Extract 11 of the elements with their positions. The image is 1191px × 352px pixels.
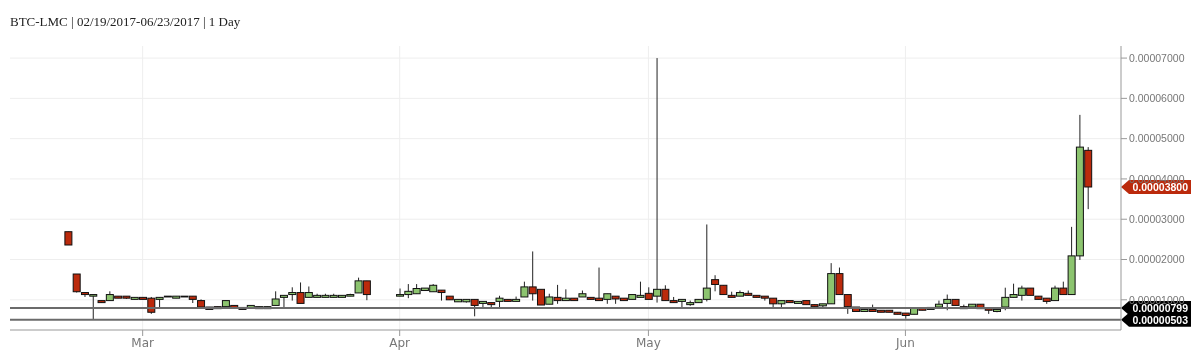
chart-title: BTC-LMC | 02/19/2017-06/23/2017 | 1 Day	[10, 14, 241, 30]
ref-line-label: 0.00000503	[1132, 313, 1189, 326]
y-tick-label: 0.00006000	[1129, 92, 1185, 105]
x-tick-label: May	[636, 335, 661, 350]
y-tick-label: 0.00007000	[1129, 51, 1185, 64]
y-tick-label: 0.00005000	[1129, 132, 1185, 145]
x-tick-label: Mar	[131, 335, 155, 350]
x-tick-label: Apr	[389, 335, 411, 350]
x-tick-label: Jun	[895, 335, 915, 350]
y-tick-label: 0.00002000	[1129, 253, 1185, 266]
y-tick-label: 0.00003000	[1129, 212, 1185, 225]
